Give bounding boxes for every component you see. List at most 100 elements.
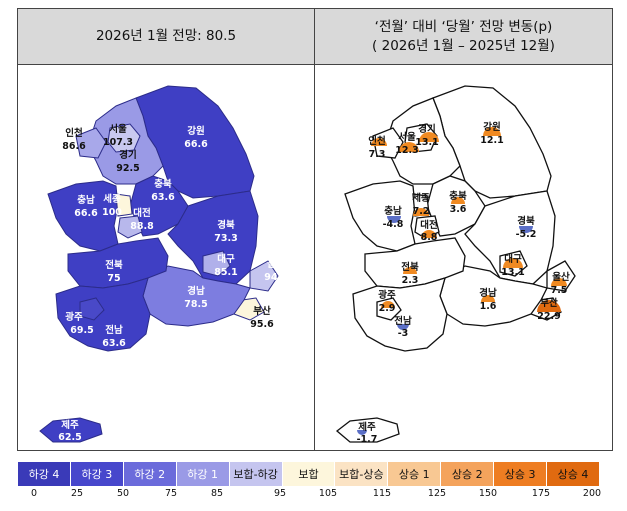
left-label-incheon-name: 인천 (65, 128, 82, 139)
marker-ulsan-up (551, 278, 567, 286)
legend-tick: 25 (70, 488, 84, 499)
marker-jeonnam-down (397, 324, 409, 330)
right-label-chungnam-value: -4.8 (383, 219, 404, 230)
marker-gyeongbuk-down (519, 226, 533, 233)
legend-tick: 50 (116, 488, 130, 499)
left-label-jeju-value: 62.5 (58, 432, 81, 443)
right-label-jeonbuk-value: 2.3 (402, 275, 419, 286)
right-label-seoul-value: 12.3 (395, 145, 418, 156)
right-label-seoul-name: 서울 (398, 131, 416, 143)
left-label-chungnam-value: 66.6 (74, 208, 98, 219)
left-label-busan-value: 95.6 (250, 319, 274, 330)
right-label-gyeonggi-value: 13.1 (415, 137, 438, 148)
right-label-daegu-value: 13.1 (501, 267, 524, 278)
left-label-jeonbuk-name: 전북 (105, 259, 123, 271)
left-map: 인천 86.6 서울 107.3 경기 92.5 강원 66.6 충북 63.6… (39, 85, 288, 443)
region-gwangju (79, 297, 105, 321)
left-label-sejong-name: 세종 (103, 193, 121, 205)
left-label-ulsan-value: 94.1 (264, 272, 287, 283)
right-label-jeonbuk-name: 전북 (401, 261, 419, 273)
right-title-line2: ( 2026년 1월 – 2025년 12월) (372, 37, 555, 54)
rregion-incheon (372, 127, 404, 159)
right-label-gyeongnam-value: 1.6 (480, 301, 497, 312)
right-label-jeju-value: -1.7 (357, 434, 378, 445)
right-label-sejong-name: 세종 (412, 192, 430, 204)
legend-tick: 115 (372, 488, 392, 499)
right-label-gyeonggi-name: 경기 (418, 123, 435, 135)
left-label-gwangju-value: 69.5 (70, 325, 93, 336)
legend-item-down4: 하강 4 (18, 462, 71, 486)
left-label-jeonnam-name: 전남 (105, 324, 123, 336)
legend-tick: 0 (30, 488, 38, 499)
marker-gangwon-up (483, 127, 501, 136)
legend-item-down3: 하강 3 (70, 462, 124, 486)
marker-gyeongnam-up (481, 295, 495, 302)
right-map-markers (357, 127, 567, 435)
legend-tick: 75 (164, 488, 178, 499)
right-label-sejong-value: 7.2 (413, 206, 430, 217)
left-label-jeonnam-value: 63.6 (102, 338, 126, 349)
legend-tick: 105 (318, 488, 338, 499)
left-label-chungbuk-value: 63.6 (151, 192, 175, 203)
right-label-ulsan-value: 7.5 (551, 285, 568, 296)
left-label-sejong-value: 100 (102, 207, 122, 218)
right-label-daejeon-value: 8.8 (421, 232, 438, 243)
left-label-incheon-value: 86.6 (62, 141, 86, 152)
left-map-regions (39, 85, 279, 443)
region-daegu (202, 250, 231, 277)
marker-chungnam-down (387, 216, 401, 223)
left-label-daejeon-value: 88.8 (130, 221, 154, 232)
region-jeju (39, 417, 103, 443)
region-gyeongnam (142, 265, 251, 327)
right-label-chungbuk-name: 충북 (449, 190, 467, 202)
right-label-daejeon-name: 대전 (420, 219, 437, 231)
legend-tick: 95 (273, 488, 287, 499)
right-label-chungnam-name: 충남 (384, 205, 402, 217)
left-label-seoul-name: 서울 (109, 123, 127, 135)
right-label-gyeongbuk-name: 경북 (517, 215, 535, 227)
right-label-gyeongbuk-value: -5.2 (516, 229, 537, 240)
left-label-busan-name: 부산 (253, 305, 271, 317)
left-label-gyeonggi-name: 경기 (119, 149, 136, 161)
right-label-jeonnam-value: -3 (398, 328, 409, 339)
marker-seoul-up (399, 142, 419, 152)
legend-item-flat-down: 보합-하강 (229, 462, 283, 486)
left-label-gwangju-name: 광주 (65, 311, 83, 323)
rregion-jeju (335, 417, 400, 443)
right-map: 인천 7.3 서울 12.3 경기 13.1 강원 12.1 세종 7.2 충북… (335, 85, 576, 445)
marker-sejong-up (413, 208, 429, 216)
left-label-gyeongnam-value: 78.5 (184, 299, 207, 310)
left-label-ulsan-name: 울산 (267, 258, 285, 270)
legend-item-down2: 하강 2 (123, 462, 177, 486)
legend-tick: 200 (582, 488, 602, 499)
right-label-gangwon-name: 강원 (483, 121, 500, 133)
left-map-labels: 인천 86.6 서울 107.3 경기 92.5 강원 66.6 충북 63.6… (58, 123, 287, 443)
right-map-labels: 인천 7.3 서울 12.3 경기 13.1 강원 12.1 세종 7.2 충북… (357, 121, 570, 445)
left-panel-title: 2026년 1월 전망: 80.5 (18, 9, 314, 65)
right-label-chungbuk-value: 3.6 (450, 204, 467, 215)
right-label-gyeongnam-name: 경남 (479, 287, 497, 299)
legend-tick: 175 (531, 488, 551, 499)
left-label-gangwon-name: 강원 (187, 125, 204, 137)
marker-jeonbuk-up (403, 267, 417, 274)
region-incheon (75, 127, 107, 159)
left-label-gyeongnam-name: 경남 (187, 285, 205, 297)
legend-item-flat-up: 보합-상승 (335, 462, 389, 486)
legend-item-up3: 상승 3 (494, 462, 548, 486)
left-label-daegu-value: 85.1 (214, 267, 237, 278)
marker-daegu-up (503, 258, 523, 268)
right-label-gwangju-value: 2.9 (379, 303, 396, 314)
region-seoul (107, 123, 141, 153)
right-label-busan-value: 22.9 (537, 311, 560, 322)
marker-incheon-up (371, 138, 387, 146)
region-ulsan (249, 260, 279, 292)
right-label-incheon-name: 인천 (368, 136, 385, 147)
left-label-chungnam-name: 충남 (77, 194, 95, 206)
right-label-jeonnam-name: 전남 (394, 315, 412, 327)
legend-item-up4: 상승 4 (547, 462, 600, 486)
legend-bar: 하강 4 하강 3 하강 2 하강 1 보합-하강 보합 보합-상승 상승 1 … (18, 462, 600, 486)
left-label-gangwon-value: 66.6 (184, 139, 208, 150)
left-label-gyeongbuk-value: 73.3 (214, 233, 237, 244)
left-label-jeonbuk-value: 75 (107, 273, 120, 284)
